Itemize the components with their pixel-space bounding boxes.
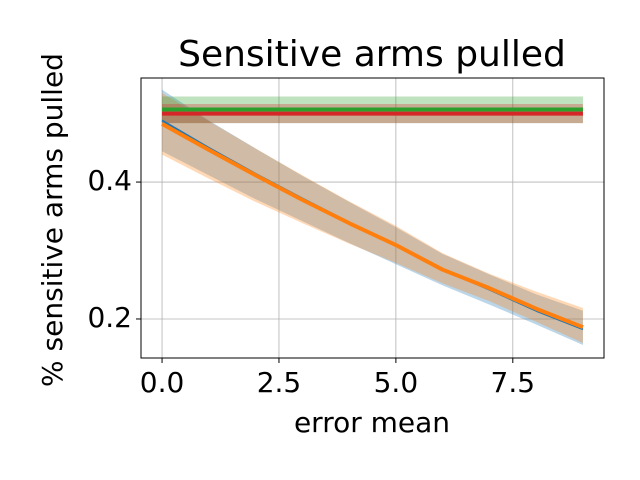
y-axis-label: % sensitive arms pulled xyxy=(36,53,69,387)
confidence-band xyxy=(162,89,583,345)
x-tick-label: 7.5 xyxy=(491,366,536,399)
confidence-band xyxy=(162,93,583,343)
x-axis-label: error mean xyxy=(294,406,450,439)
chart-title: Sensitive arms pulled xyxy=(178,34,566,75)
plot-frame xyxy=(140,77,605,359)
y-tick-label: 0.4 xyxy=(87,164,132,197)
line xyxy=(161,122,584,330)
x-tick-label: 0.0 xyxy=(140,366,185,399)
y-tick-label: 0.2 xyxy=(87,301,132,334)
x-tick-label: 2.5 xyxy=(257,366,302,399)
x-tick-label: 5.0 xyxy=(374,366,419,399)
